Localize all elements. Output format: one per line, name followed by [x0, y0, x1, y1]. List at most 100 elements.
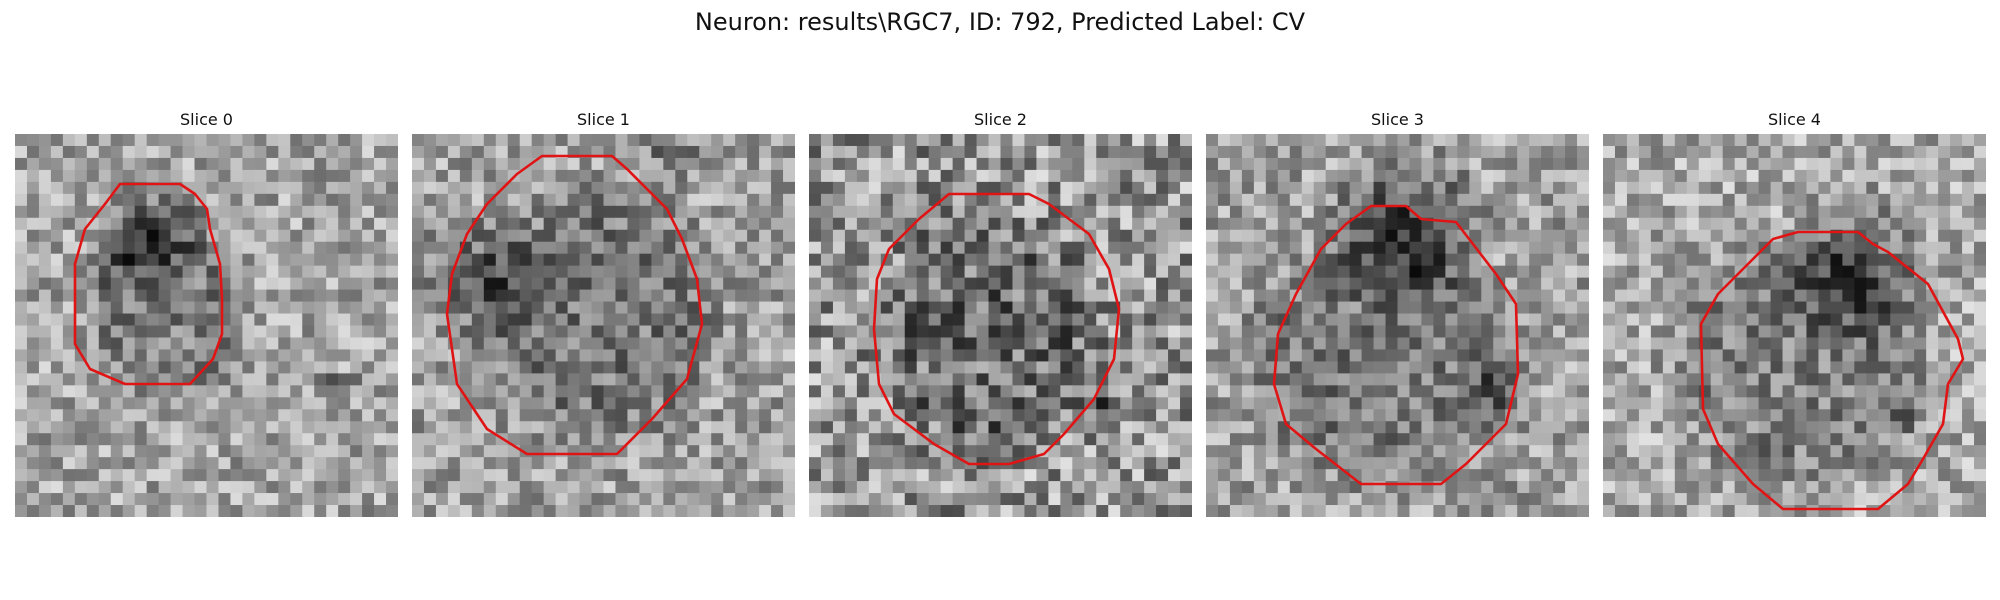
pixel-cell: [809, 349, 822, 363]
pixel-cell: [1433, 385, 1446, 398]
pixel-cell: [483, 253, 497, 267]
pixel-cell: [1397, 409, 1411, 422]
pixel-cell: [868, 181, 882, 195]
pixel-cell: [1301, 289, 1315, 303]
pixel-cell: [856, 265, 870, 279]
pixel-cell: [1674, 145, 1688, 159]
pixel-cell: [1770, 253, 1784, 267]
pixel-cell: [1337, 217, 1351, 231]
pixel-cell: [759, 253, 772, 267]
pixel-cell: [1469, 301, 1482, 315]
pixel-cell: [1289, 361, 1303, 374]
pixel-cell: [1144, 457, 1157, 470]
pixel-cell: [374, 145, 387, 159]
pixel-cell: [1505, 349, 1518, 363]
pixel-cell: [1926, 385, 1939, 398]
pixel-cell: [543, 469, 557, 482]
pixel-cell: [170, 433, 184, 446]
pixel-cell: [844, 217, 858, 231]
pixel-cell: [531, 445, 545, 458]
pixel-cell: [1337, 433, 1351, 446]
pixel-cell: [412, 325, 425, 339]
pixel-cell: [170, 169, 184, 183]
pixel-cell: [1000, 241, 1014, 255]
pixel-cell: [471, 325, 485, 339]
pixel-cell: [1253, 217, 1267, 231]
pixel-cell: [38, 361, 52, 374]
pixel-cell: [1818, 217, 1832, 231]
pixel-cell: [1529, 421, 1542, 434]
pixel-cell: [543, 445, 557, 458]
pixel-cell: [1722, 361, 1736, 374]
pixel-cell: [1000, 373, 1014, 386]
pixel-cell: [1842, 385, 1855, 398]
pixel-cell: [1084, 289, 1097, 303]
pixel-cell: [278, 445, 291, 458]
pixel-cell: [1734, 205, 1748, 219]
pixel-cell: [711, 217, 724, 231]
pixel-cell: [940, 421, 954, 434]
pixel-cell: [1433, 325, 1446, 339]
pixel-cell: [543, 205, 557, 219]
pixel-cell: [1289, 469, 1303, 482]
pixel-cell: [651, 205, 664, 219]
pixel-cell: [783, 169, 795, 183]
pixel-cell: [1180, 385, 1192, 398]
pixel-cell: [1638, 241, 1652, 255]
pixel-cell: [1445, 349, 1458, 363]
pixel-cell: [1301, 205, 1315, 219]
pixel-cell: [832, 193, 846, 207]
pixel-cell: [15, 505, 28, 517]
pixel-cell: [254, 325, 267, 339]
pixel-cell: [507, 421, 521, 434]
pixel-cell: [122, 241, 136, 255]
pixel-cell: [1734, 385, 1748, 398]
pixel-cell: [1000, 397, 1014, 410]
pixel-cell: [50, 181, 64, 195]
pixel-cell: [1409, 193, 1423, 207]
pixel-cell: [1301, 313, 1315, 327]
pixel-cell: [1866, 289, 1879, 303]
pixel-cell: [1120, 481, 1133, 494]
pixel-cell: [1024, 361, 1038, 374]
pixel-cell: [1096, 157, 1109, 171]
pixel-cell: [567, 469, 581, 482]
pixel-cell: [1553, 193, 1566, 207]
pixel-cell: [567, 361, 581, 374]
pixel-cell: [1409, 385, 1423, 398]
pixel-cell: [15, 253, 28, 267]
pixel-cell: [1529, 241, 1542, 255]
pixel-cell: [435, 277, 449, 291]
pixel-cell: [1854, 445, 1867, 458]
pixel-cell: [1337, 337, 1351, 351]
pixel-cell: [892, 481, 906, 494]
pixel-cell: [1577, 145, 1589, 159]
pixel-cell: [1385, 205, 1399, 219]
pixel-cell: [110, 157, 124, 171]
pixel-cell: [1144, 301, 1157, 315]
pixel-cell: [1505, 325, 1518, 339]
pixel-cell: [1974, 193, 1986, 207]
pixel-cell: [1493, 181, 1506, 195]
pixel-cell: [230, 134, 244, 147]
pixel-cell: [1577, 385, 1589, 398]
pixel-cell: [1421, 421, 1435, 434]
pixel-cell: [1421, 193, 1435, 207]
pixel-cell: [1265, 134, 1279, 147]
pixel-cell: [916, 349, 930, 363]
pixel-cell: [290, 325, 303, 339]
pixel-cell: [62, 217, 76, 231]
pixel-cell: [1337, 289, 1351, 303]
pixel-cell: [1168, 217, 1181, 231]
pixel-cell: [809, 217, 822, 231]
pixel-cell: [314, 241, 327, 255]
pixel-cell: [302, 289, 315, 303]
pixel-cell: [1686, 181, 1700, 195]
pixel-cell: [350, 469, 363, 482]
pixel-cell: [507, 397, 521, 410]
pixel-cell: [964, 145, 978, 159]
pixel-cell: [1517, 313, 1530, 327]
pixel-cell: [1866, 229, 1879, 243]
pixel-cell: [278, 265, 291, 279]
pixel-cell: [747, 301, 760, 315]
